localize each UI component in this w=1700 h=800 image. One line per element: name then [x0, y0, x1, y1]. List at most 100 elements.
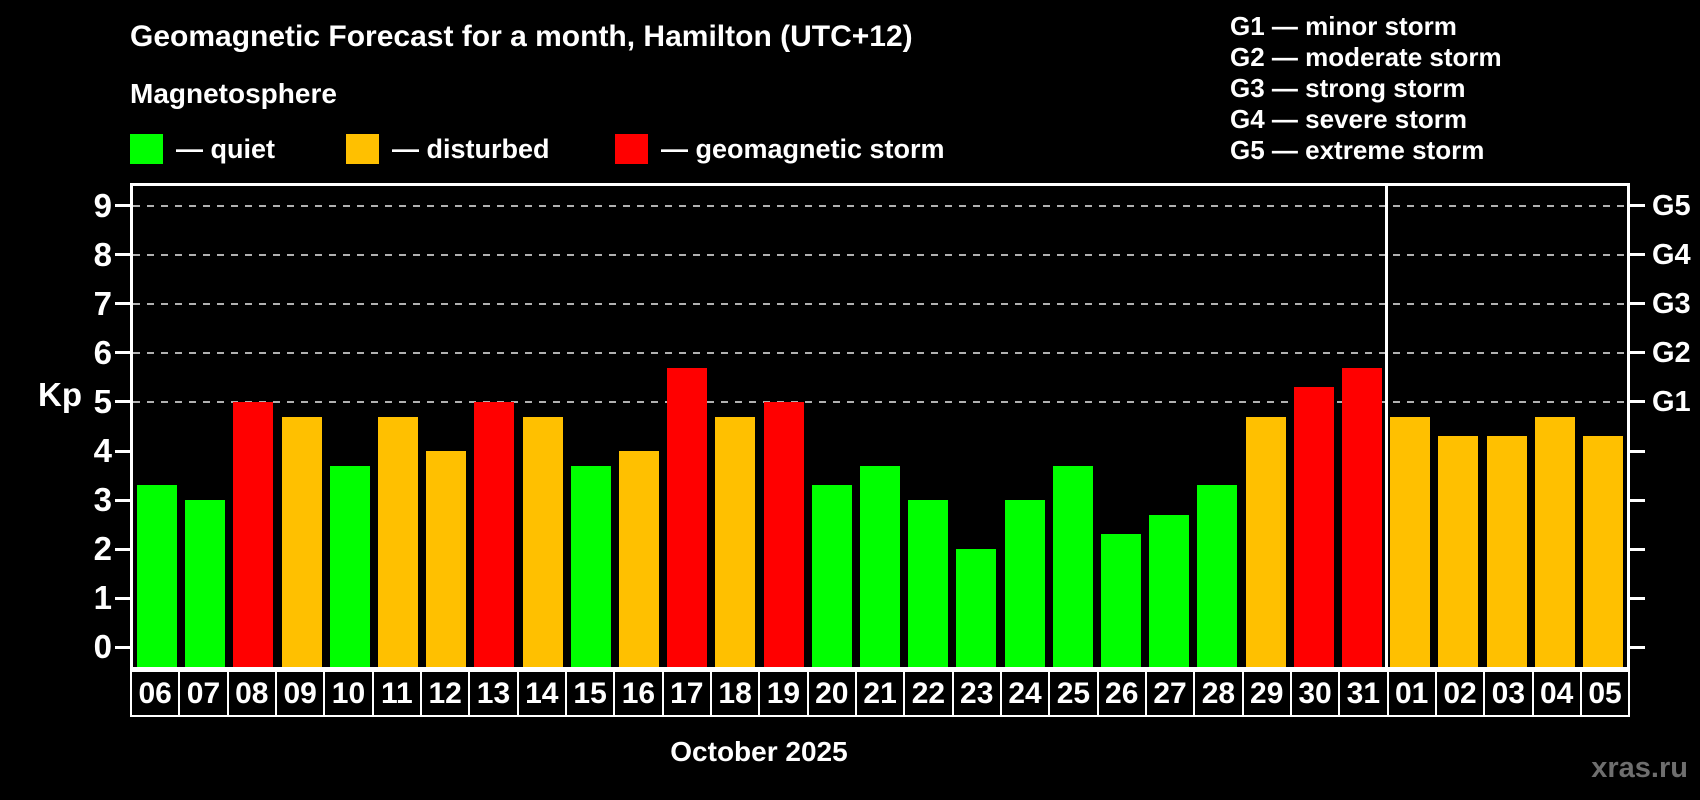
y-tick-right-9 — [1630, 204, 1645, 208]
bar-day-30 — [1293, 387, 1334, 667]
y-tick-label-4: 4 — [93, 432, 112, 470]
bar-day-24 — [1004, 500, 1045, 667]
x-axis-title: October 2025 — [670, 736, 848, 767]
bar-day-03 — [1486, 436, 1527, 667]
bar-day-12 — [426, 451, 467, 667]
day-label-15: 15 — [564, 670, 616, 717]
bar-day-29 — [1245, 416, 1286, 667]
y-tick-label-0: 0 — [93, 628, 112, 666]
g-legend-line-4: G4 — severe storm — [1230, 104, 1468, 134]
day-label-27: 27 — [1144, 670, 1196, 717]
y-tick-left-1 — [115, 596, 130, 600]
bar-day-13 — [474, 401, 515, 667]
x-axis-day-labels: 06 07 08 09 10 11 12 13 14 15 16 17 18 19 20 21 22 23 24 25… — [130, 670, 1631, 717]
bar-day-23 — [956, 549, 997, 667]
magnetosphere-label: Magnetosphere — [130, 78, 337, 109]
watermark: xras.ru — [1591, 752, 1688, 784]
day-label-17: 17 — [661, 670, 712, 717]
bar-day-18 — [715, 416, 756, 667]
g-scale-label-G2: G2 — [1652, 336, 1691, 369]
day-label-21: 21 — [854, 670, 906, 717]
day-label-03: 03 — [1483, 670, 1534, 717]
legend-item-disturbed: — disturbed — [346, 131, 550, 167]
bar-day-27 — [1149, 514, 1190, 667]
bar-day-26 — [1100, 534, 1141, 667]
day-label-04: 04 — [1531, 670, 1582, 717]
day-label-09: 09 — [274, 670, 326, 717]
g-scale-label-G3: G3 — [1652, 287, 1691, 320]
day-label-19: 19 — [758, 670, 809, 717]
g-scale-label-G4: G4 — [1652, 238, 1691, 271]
day-label-01: 01 — [1386, 670, 1437, 717]
plot-area — [130, 183, 1630, 670]
y-tick-left-6 — [115, 351, 130, 355]
day-label-14: 14 — [516, 670, 567, 717]
g-legend-line-3: G3 — strong storm — [1230, 73, 1466, 103]
g-scale-legend: G1 — minor storm G2 — moderate storm G3 — … — [1230, 11, 1502, 166]
day-label-10: 10 — [323, 670, 374, 717]
y-tick-right-1 — [1630, 596, 1645, 600]
g-legend-line-2: G2 — moderate storm — [1230, 42, 1502, 72]
y-tick-label-3: 3 — [93, 481, 112, 519]
day-label-08: 08 — [226, 670, 277, 717]
day-label-30: 30 — [1289, 670, 1341, 717]
bar-day-09 — [281, 416, 322, 667]
day-label-25: 25 — [1048, 670, 1099, 717]
day-label-06: 06 — [130, 670, 181, 717]
y-tick-right-4 — [1630, 449, 1645, 453]
y-tick-label-7: 7 — [93, 284, 112, 322]
y-tick-label-6: 6 — [93, 333, 112, 371]
gridline-kp-7 — [133, 302, 1627, 305]
y-tick-label-8: 8 — [93, 235, 112, 273]
day-label-16: 16 — [613, 670, 664, 717]
day-label-26: 26 — [1096, 670, 1147, 717]
y-tick-left-4 — [115, 449, 130, 453]
y-tick-right-8 — [1630, 253, 1645, 257]
y-tick-label-2: 2 — [93, 530, 112, 568]
day-label-24: 24 — [999, 670, 1051, 717]
day-label-02: 02 — [1434, 670, 1486, 717]
bar-day-31 — [1341, 367, 1382, 667]
bar-day-06 — [137, 485, 178, 667]
y-tick-label-1: 1 — [93, 579, 112, 617]
month-separator-line — [1384, 186, 1388, 667]
bar-day-16 — [619, 451, 660, 667]
storm-color-swatch — [615, 134, 648, 164]
legend-item-storm: — geomagnetic storm — [615, 131, 945, 167]
gridline-kp-9 — [133, 204, 1627, 207]
page-title: Geomagnetic Forecast for a month, Hamilt… — [130, 20, 913, 53]
day-label-05: 05 — [1579, 670, 1631, 717]
bar-day-01 — [1390, 416, 1431, 667]
day-label-23: 23 — [951, 670, 1002, 717]
bar-day-07 — [185, 500, 226, 667]
bar-day-11 — [378, 416, 419, 667]
bar-day-21 — [860, 465, 900, 667]
y-tick-left-2 — [115, 547, 130, 551]
y-tick-right-3 — [1630, 498, 1645, 502]
day-label-22: 22 — [903, 670, 954, 717]
y-tick-label-9: 9 — [93, 186, 112, 224]
g-legend-line-1: G1 — minor storm — [1230, 11, 1457, 41]
y-tick-right-5 — [1630, 400, 1645, 404]
gridline-kp-8 — [133, 253, 1627, 256]
g-scale-label-G1: G1 — [1652, 385, 1691, 418]
day-label-20: 20 — [806, 670, 857, 717]
disturbed-label: — disturbed — [392, 133, 550, 164]
bar-day-02 — [1438, 436, 1479, 667]
g-legend-line-5: G5 — extreme storm — [1230, 135, 1485, 165]
bar-day-28 — [1197, 485, 1238, 667]
g-scale-label-G5: G5 — [1652, 189, 1691, 222]
bar-day-14 — [522, 416, 563, 667]
y-tick-label-5: 5 — [93, 382, 112, 420]
bar-day-20 — [811, 485, 852, 667]
day-label-13: 13 — [468, 670, 519, 717]
day-label-07: 07 — [178, 670, 229, 717]
day-label-18: 18 — [709, 670, 761, 717]
y-tick-right-2 — [1630, 547, 1645, 551]
bar-day-10 — [329, 465, 370, 667]
y-tick-left-5 — [115, 400, 130, 404]
day-label-12: 12 — [419, 670, 471, 717]
y-tick-right-7 — [1630, 302, 1645, 306]
y-tick-left-3 — [115, 498, 130, 502]
